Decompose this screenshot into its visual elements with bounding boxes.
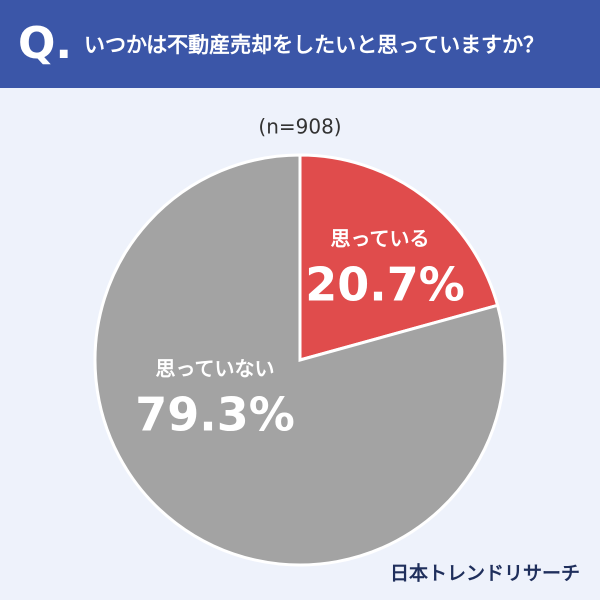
q-label: Q.	[18, 18, 72, 69]
source: 日本トレンドリサーチ	[390, 562, 580, 585]
slice-value-label: 20.7%	[305, 258, 465, 312]
slice-category-label: 思っている	[331, 227, 430, 251]
slice-value-label: 79.3%	[135, 388, 295, 442]
chart-title: いつかは不動産売却をしたいと思っていますか？	[84, 33, 544, 57]
subtitle: (n=908)	[258, 115, 341, 139]
pie-slice	[93, 153, 507, 567]
pie-slice	[298, 153, 500, 362]
header-band	[0, 0, 600, 88]
slice-category-label: 思っていない	[156, 357, 275, 381]
